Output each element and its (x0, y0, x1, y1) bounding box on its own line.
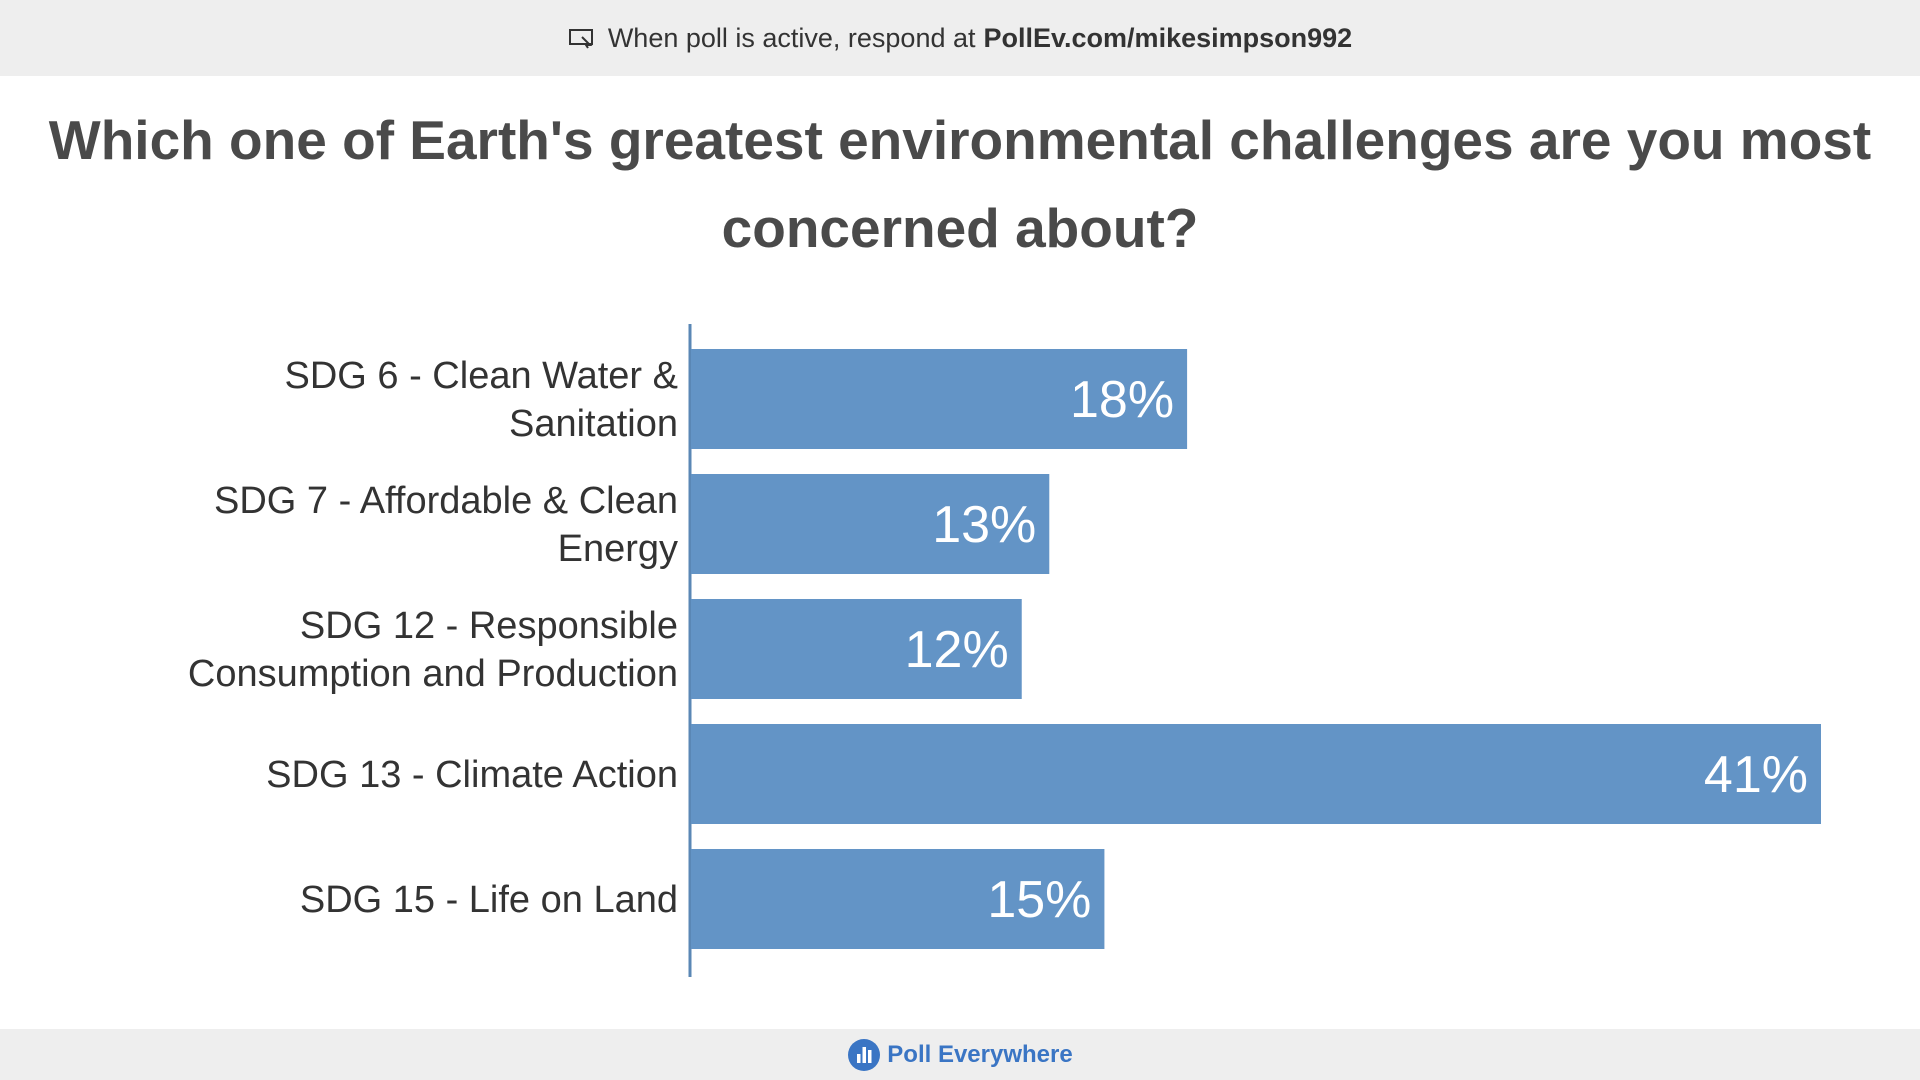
value-label-1: 13% (932, 496, 1036, 554)
value-label-4: 15% (987, 871, 1091, 929)
category-label-line: SDG 7 - Affordable & Clean (214, 480, 678, 522)
category-label-3: SDG 13 - Climate Action (266, 754, 678, 796)
poll-everywhere-logo[interactable]: Poll Everywhere (847, 1038, 1073, 1072)
poll-everywhere-icon (848, 1038, 881, 1071)
category-label-line: Energy (558, 528, 678, 570)
category-label-line: SDG 6 - Clean Water & (285, 355, 679, 397)
screen-share-icon (568, 29, 593, 49)
brand-name: Poll Everywhere (887, 1040, 1073, 1068)
bar-3 (691, 724, 1821, 824)
results-bar-chart: 18% SDG 6 - Clean Water & Sanitation 13% SDG… (188, 324, 1821, 977)
footer-bar: Poll Everywhere (0, 1029, 1920, 1080)
category-label-4: SDG 15 - Life on Land (300, 879, 678, 921)
category-label-2: SDG 12 - Responsible Consumption and Prod… (188, 605, 678, 695)
bar-1 (691, 474, 1050, 574)
category-label-line: SDG 15 - Life on Land (300, 879, 678, 921)
respond-banner: When poll is active, respond at PollEv.c… (0, 0, 1920, 76)
category-label-line: SDG 12 - Responsible (300, 605, 678, 647)
value-label-3: 41% (1704, 746, 1808, 804)
value-label-0: 18% (1070, 371, 1174, 429)
category-label-line: Sanitation (509, 403, 678, 445)
banner-prefix: When poll is active, respond at (607, 22, 976, 53)
bar-4 (691, 849, 1105, 949)
category-label-0: SDG 6 - Clean Water & Sanitation (285, 355, 679, 445)
category-label-line: SDG 13 - Climate Action (266, 754, 678, 796)
value-label-2: 12% (905, 621, 1009, 679)
poll-url[interactable]: PollEv.com/mikesimpson992 (983, 22, 1353, 53)
poll-question: Which one of Earth's greatest environmen… (48, 109, 1872, 259)
category-label-line: Consumption and Production (188, 653, 678, 695)
category-label-1: SDG 7 - Affordable & Clean Energy (214, 480, 678, 570)
bar-0 (691, 349, 1188, 449)
bar-2 (691, 599, 1022, 699)
